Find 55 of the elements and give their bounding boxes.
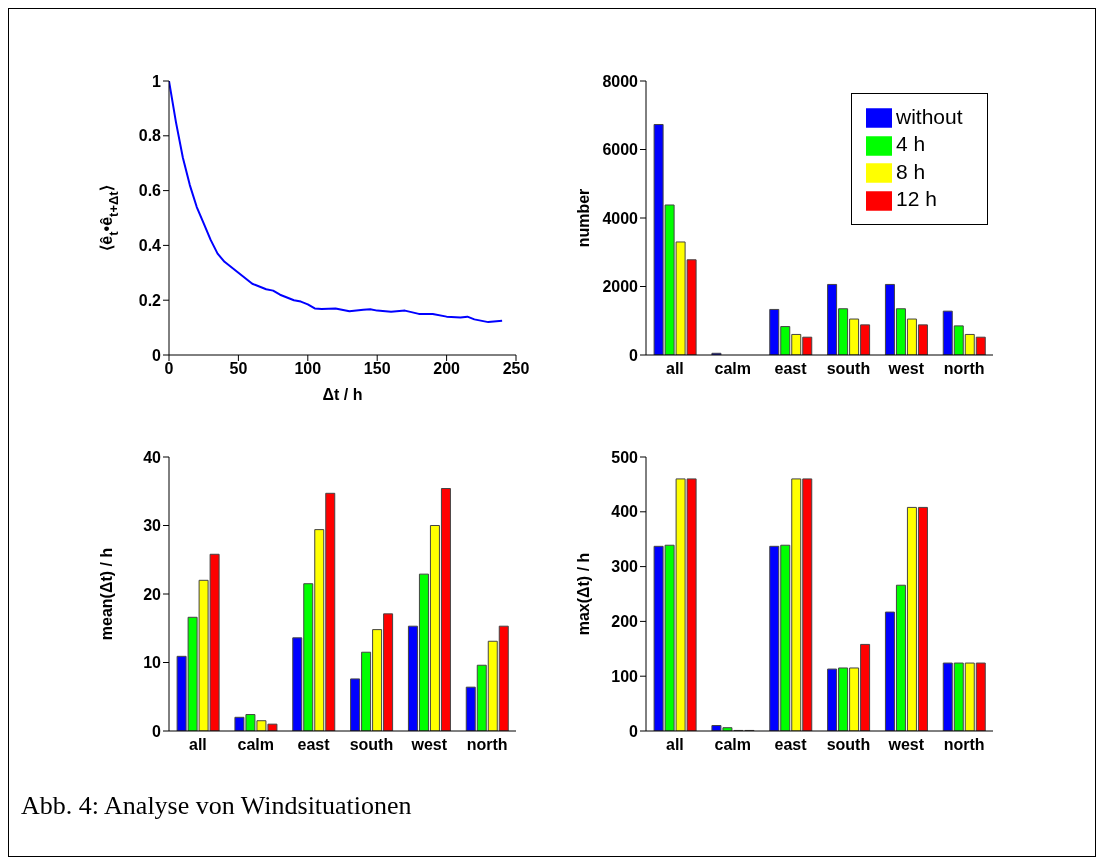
x-tick-label: all [666, 360, 684, 378]
legend-label: 4 h [896, 132, 926, 156]
x-tick-label: south [826, 736, 871, 754]
y-tick-label: 0.6 [138, 182, 162, 200]
legend-label: 8 h [896, 159, 926, 183]
y-tick-label: 0.4 [138, 237, 162, 255]
x-tick-label: west [887, 360, 925, 378]
x-tick-label: east [774, 736, 808, 754]
x-tick-label: calm [714, 736, 751, 754]
y-axis-title: max(Δt) / h [574, 552, 592, 636]
y-axis-title: mean(Δt) / h [97, 547, 115, 641]
x-tick-label: calm [714, 360, 751, 378]
y-tick-label: 300 [611, 558, 639, 576]
y-tick-label: 2000 [602, 278, 639, 296]
y-tick-label: 30 [143, 517, 162, 535]
y-tick-label: 0.2 [138, 291, 162, 309]
legend-label: without [896, 105, 963, 128]
y-tick-label: 0 [629, 346, 639, 364]
y-tick-label: 200 [611, 613, 639, 631]
x-tick-label: south [826, 360, 871, 378]
y-tick-label: 500 [611, 448, 639, 466]
x-tick-label: west [887, 736, 925, 754]
y-tick-label: 6000 [602, 141, 639, 159]
y-tick-label: 10 [143, 654, 162, 672]
y-tick-label: 1 [152, 72, 162, 90]
x-tick-label: all [666, 736, 684, 754]
x-tick-label: all [189, 736, 207, 754]
y-tick-label: 100 [611, 667, 639, 685]
x-tick-label: 250 [502, 360, 530, 378]
y-tick-label: 0 [152, 722, 162, 740]
x-tick-label: east [774, 360, 808, 378]
y-tick-label: 0 [629, 722, 639, 740]
x-axis-title: Δt / h [322, 386, 363, 403]
y-axis-title: number [574, 188, 592, 248]
y-tick-label: 0 [152, 346, 162, 364]
x-tick-label: 100 [294, 360, 322, 378]
x-tick-label: 50 [229, 360, 248, 378]
y-tick-label: 8000 [602, 72, 639, 90]
x-tick-label: 150 [363, 360, 391, 378]
legend-label: 12 h [896, 187, 937, 211]
x-tick-label: 200 [433, 360, 461, 378]
x-tick-label: calm [237, 736, 274, 754]
x-tick-label: 0 [164, 360, 174, 378]
y-tick-label: 4000 [602, 209, 639, 227]
y-tick-label: 400 [611, 503, 639, 521]
y-tick-label: 0.8 [138, 127, 162, 145]
x-tick-label: north [466, 736, 508, 754]
x-tick-label: east [297, 736, 331, 754]
y-tick-label: 40 [143, 448, 162, 466]
x-tick-label: south [349, 736, 394, 754]
caption: Abb. 4: Analyse von Windsituationen [21, 791, 412, 821]
y-tick-label: 20 [143, 585, 162, 603]
x-tick-label: north [943, 360, 985, 378]
x-tick-label: west [410, 736, 448, 754]
x-tick-label: north [943, 736, 985, 754]
